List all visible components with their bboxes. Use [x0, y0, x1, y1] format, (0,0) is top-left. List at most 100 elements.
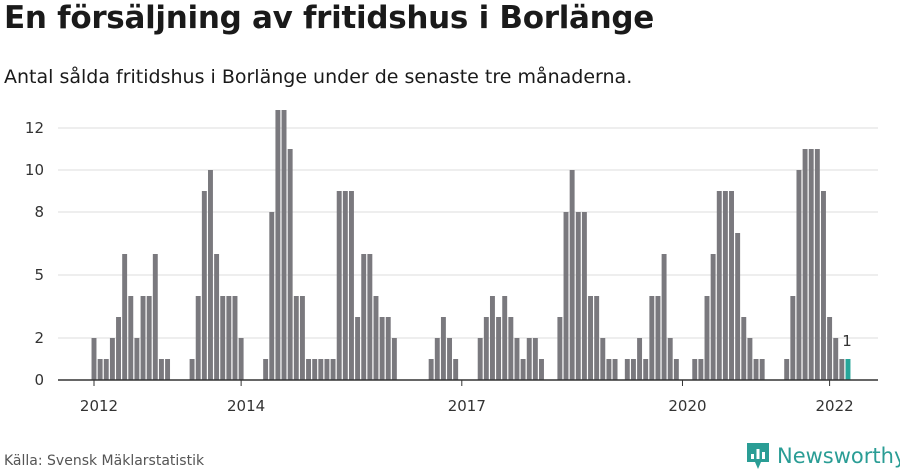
- bar: [808, 149, 814, 380]
- bar: [263, 359, 269, 380]
- bar: [637, 338, 643, 380]
- bar: [655, 296, 661, 380]
- bar: [195, 296, 201, 380]
- bar: [759, 359, 765, 380]
- bar-highlight: [845, 359, 851, 380]
- bar: [600, 338, 606, 380]
- bar: [103, 359, 109, 380]
- bar: [201, 191, 207, 380]
- bar: [692, 359, 698, 380]
- bar: [134, 338, 140, 380]
- bar: [839, 359, 845, 380]
- bar: [489, 296, 495, 380]
- bar: [814, 149, 820, 380]
- y-tick-label: 12: [25, 119, 44, 137]
- brand-name: Newsworthy: [777, 444, 900, 468]
- bar: [594, 296, 600, 380]
- bar: [741, 317, 747, 380]
- bar: [336, 191, 342, 380]
- bar: [348, 191, 354, 380]
- bar: [324, 359, 330, 380]
- bar: [821, 191, 826, 380]
- bar: [165, 359, 171, 380]
- y-tick-label: 0: [34, 371, 44, 389]
- bar: [299, 296, 305, 380]
- x-tick-label: 2022: [816, 397, 854, 415]
- bar: [109, 338, 115, 380]
- bar: [385, 317, 391, 380]
- bar: [269, 212, 275, 380]
- y-tick-label: 2: [34, 329, 44, 347]
- bar: [673, 359, 679, 380]
- bar: [281, 110, 287, 380]
- chart-subtitle: Antal sålda fritidshus i Borlänge under …: [4, 66, 633, 88]
- bar: [220, 296, 226, 380]
- bar: [477, 338, 483, 380]
- bar: [287, 149, 293, 380]
- bar: [649, 296, 655, 380]
- bar: [226, 296, 232, 380]
- bar: [483, 317, 489, 380]
- bar: [612, 359, 618, 380]
- bar: [667, 338, 673, 380]
- x-tick-label: 2020: [668, 397, 706, 415]
- bar: [563, 212, 569, 380]
- bar: [306, 359, 312, 380]
- bar: [379, 317, 385, 380]
- bar: [698, 359, 704, 380]
- bar: [753, 359, 759, 380]
- bar: [581, 212, 587, 380]
- bar: [588, 296, 593, 380]
- bar: [232, 296, 238, 380]
- bar: [342, 191, 348, 380]
- bar: [520, 359, 526, 380]
- bar: [330, 359, 336, 380]
- bar: [496, 317, 502, 380]
- bar: [428, 359, 434, 380]
- bar: [122, 254, 128, 380]
- bar: [502, 296, 508, 380]
- bar: [716, 191, 722, 380]
- bar: [784, 359, 790, 380]
- newsworthy-logo-icon: [747, 443, 769, 469]
- bar: [532, 338, 538, 380]
- gridlines: [58, 127, 878, 339]
- bar: [827, 317, 833, 380]
- bar: [158, 359, 164, 380]
- bar: [140, 296, 146, 380]
- bar: [453, 359, 459, 380]
- bar: [710, 254, 716, 380]
- source-note: Källa: Svensk Mäklarstatistik: [4, 453, 205, 469]
- bar: [91, 338, 97, 380]
- bar: [735, 233, 741, 380]
- bar: [796, 170, 802, 380]
- bar: [214, 254, 220, 380]
- bar: [722, 191, 728, 380]
- bar: [373, 296, 379, 380]
- y-tick-label: 10: [25, 161, 44, 179]
- bar: [293, 296, 299, 380]
- x-tick-label: 2017: [448, 397, 486, 415]
- bar: [569, 170, 575, 380]
- bar: [146, 296, 152, 380]
- bar: [508, 317, 514, 380]
- bar: [152, 254, 158, 380]
- bar: [391, 338, 397, 380]
- bar: [128, 296, 134, 380]
- bar: [367, 254, 373, 380]
- bar: [514, 338, 520, 380]
- bar: [189, 359, 195, 380]
- bar: [539, 359, 544, 380]
- bar: [624, 359, 630, 380]
- bar: [802, 149, 808, 380]
- bar: [606, 359, 612, 380]
- bar: [275, 110, 281, 380]
- x-tick-label: 2012: [80, 397, 118, 415]
- bar: [575, 212, 581, 380]
- bar: [526, 338, 532, 380]
- bar: [238, 338, 244, 380]
- bar: [661, 254, 667, 380]
- bar: [729, 191, 734, 380]
- bar-chart: 0 2 5 8 10 12 1 2012 2014 2017 2020 2022: [25, 110, 878, 415]
- bar: [312, 359, 318, 380]
